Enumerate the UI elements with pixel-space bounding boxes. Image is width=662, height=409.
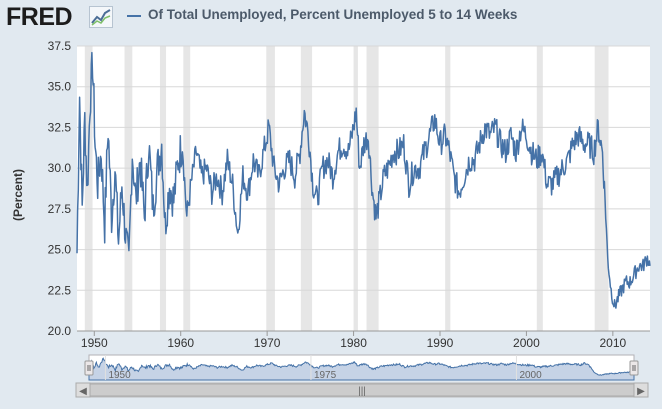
scroll-right-arrow-icon: ▶: [637, 386, 645, 397]
fred-logo[interactable]: FRED: [6, 3, 73, 31]
recession-band: [594, 46, 609, 331]
navigator-label: 1975: [314, 370, 337, 381]
x-tick-label: 1950: [81, 336, 108, 350]
x-tick-label: 1990: [427, 336, 454, 350]
scroll-left-arrow-icon: ◀: [79, 386, 87, 397]
recession-band: [300, 46, 313, 331]
chart-line-icon: [89, 6, 113, 28]
chart-header: FRED Of Total Unemployed, Percent Unempl…: [0, 0, 662, 34]
x-tick-label: 1970: [254, 336, 281, 350]
navigator-label: 1950: [108, 370, 131, 381]
navigator-handle[interactable]: [84, 360, 94, 376]
navigator-handle[interactable]: [629, 360, 639, 376]
y-tick-label: 37.5: [48, 39, 72, 53]
x-tick-label: 2000: [513, 336, 540, 350]
y-tick-label: 20.0: [48, 324, 72, 338]
recession-band: [536, 46, 543, 331]
chart-title: Of Total Unemployed, Percent Unemployed …: [148, 7, 518, 22]
recession-band: [353, 46, 358, 331]
recession-band: [183, 46, 191, 331]
recession-band: [124, 46, 133, 331]
y-tick-label: 25.0: [48, 243, 72, 257]
legend-series-swatch: [127, 15, 141, 17]
y-tick-label: 32.5: [48, 120, 72, 134]
navigator[interactable]: 1950 1975 2000 ||| ◀ ▶: [75, 354, 649, 398]
y-tick-label: 22.5: [48, 283, 72, 297]
navigator-label: 2000: [519, 370, 542, 381]
recession-band: [84, 46, 93, 331]
x-tick-label: 1980: [340, 336, 367, 350]
scrollbar-grip: |||: [358, 386, 366, 397]
x-tick-label: 1960: [167, 336, 194, 350]
recession-band: [445, 46, 451, 331]
scroll-left-button[interactable]: [75, 382, 91, 398]
recession-band: [366, 46, 379, 331]
series-line: [76, 51, 651, 309]
y-tick-label: 30.0: [48, 161, 72, 175]
series-layer: [76, 51, 651, 309]
recession-band: [266, 46, 275, 331]
y-tick-label: 35.0: [48, 80, 72, 94]
scroll-right-button[interactable]: [633, 382, 649, 398]
navigator-series: [88, 357, 635, 381]
x-tick-label: 2010: [599, 336, 626, 350]
y-tick-label: 27.5: [48, 202, 72, 216]
axes: 20.0 22.5 25.0 27.5 30.0 32.5 35.0 37.5 1950 1960…: [48, 39, 650, 350]
